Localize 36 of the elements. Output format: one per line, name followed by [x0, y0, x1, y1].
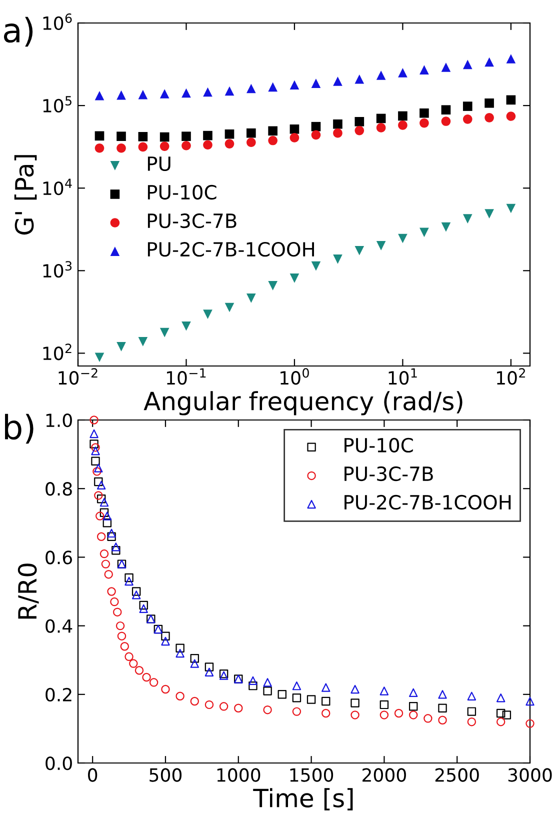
x-tick-label: 2000 [362, 768, 406, 782]
x-tick-label: 10$^{2}$ [497, 368, 525, 385]
x-tick-label: 1000 [217, 768, 260, 782]
y-tick-label: 0.8 [46, 482, 72, 496]
y-tick-label: 0.4 [46, 619, 72, 633]
legend-label: PU-10C [344, 438, 413, 453]
y-tick-label: 10$^{2}$ [43, 344, 72, 360]
y-tick-label: 10$^{5}$ [43, 96, 72, 113]
y-tick-label: 1.0 [46, 413, 72, 428]
y-tick-label: 10$^{3}$ [43, 261, 72, 278]
y-axis-title: R/R0 [18, 564, 39, 619]
text: b) [5, 414, 34, 444]
y-tick-label: 10$^{6}$ [43, 13, 72, 30]
y-tick-label: 10$^{4}$ [43, 178, 72, 196]
legend-label: PU-3C-7B [344, 466, 433, 482]
text: a) [4, 16, 33, 47]
x-axis-title: Angular frequency (rad/s) [144, 391, 462, 416]
x-tick-label: 1500 [290, 768, 334, 782]
y-tick-label: 0.6 [46, 550, 72, 564]
x-tick-label: 10$^{1}$ [388, 368, 417, 385]
legend-label: PU-3C-7B [148, 213, 236, 228]
x-axis-title: Time [s] [253, 788, 353, 810]
legend-label: PU-2C-7B-1COOH [148, 242, 314, 257]
legend-label: PU [148, 156, 170, 172]
x-tick-label: 3000 [508, 768, 552, 782]
x-tick-label: 2500 [435, 768, 479, 782]
x-tick-label: 10$^{−2}$ [58, 368, 98, 385]
legend-label: PU-10C [148, 184, 216, 200]
y-axis-title: G' [Pa] [14, 155, 37, 235]
x-tick-label: 500 [150, 768, 182, 782]
y-tick-label: 0.0 [46, 756, 72, 770]
x-tick-label: 10$^{0}$ [280, 368, 309, 385]
y-tick-label: 0.2 [46, 688, 72, 702]
legend-label: PU-2C-7B-1COOH [344, 494, 511, 510]
x-tick-label: 10$^{−1}$ [167, 368, 206, 385]
x-tick-label: 0 [88, 768, 98, 782]
